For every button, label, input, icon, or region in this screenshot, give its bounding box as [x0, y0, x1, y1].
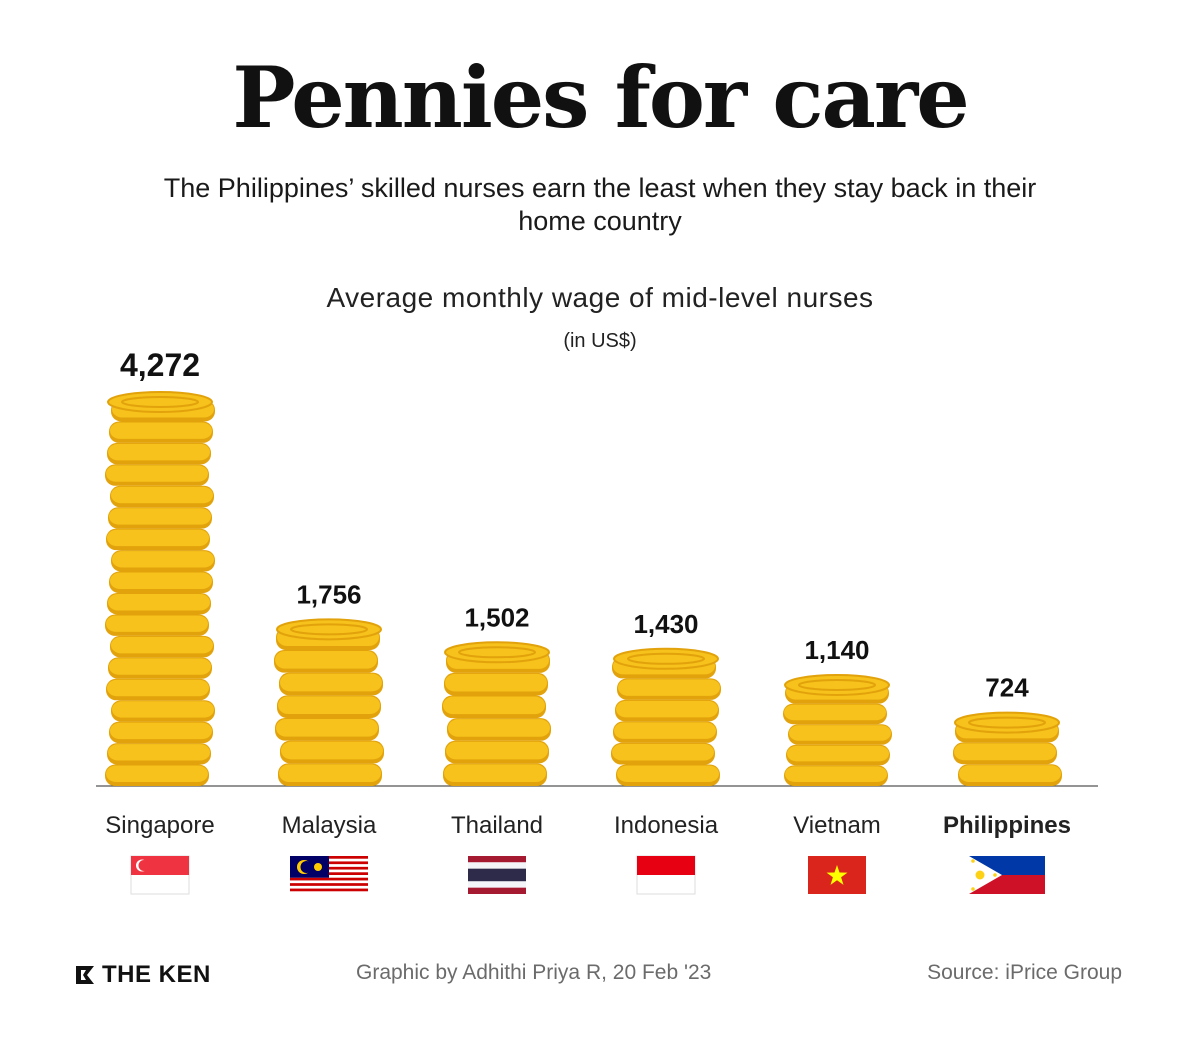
coin-body	[954, 743, 1056, 761]
source-note: Source: iPrice Group	[927, 961, 1122, 984]
coin-body	[106, 465, 208, 482]
philippines-flag-icon	[969, 856, 1045, 894]
coin-stack-bar	[953, 711, 1062, 786]
coin-body	[785, 766, 887, 782]
bar-value-label: 4,272	[120, 347, 200, 383]
coin-top-rim	[121, 396, 199, 408]
bar-value-label: 724	[985, 673, 1029, 703]
coin-body	[281, 741, 383, 760]
coin-top-face	[784, 673, 890, 696]
coin-body	[111, 486, 213, 504]
category-label: Vietnam	[793, 812, 881, 839]
coin-body	[109, 508, 211, 525]
coin-stack-bar	[611, 647, 721, 786]
coin-body	[448, 719, 550, 737]
coin-body	[444, 764, 546, 782]
graphic-credit: Graphic by Adhithi Priya R, 20 Feb '23	[356, 961, 712, 984]
coin-top-rim	[798, 678, 876, 691]
malaysia-flag-icon	[290, 856, 368, 895]
coin-body	[784, 704, 886, 721]
category-label: Thailand	[451, 812, 543, 839]
chart-title: Average monthly wage of mid-level nurses	[326, 282, 874, 313]
coin-body	[618, 679, 720, 696]
coin-body	[279, 764, 381, 782]
coin-body	[787, 745, 889, 762]
coin-top-rim	[968, 716, 1046, 729]
coin-top-face	[276, 618, 382, 641]
bar-value-label: 1,430	[633, 609, 698, 639]
coin-body	[614, 722, 716, 739]
coin-body	[110, 722, 212, 740]
singapore-flag-icon	[130, 855, 190, 895]
coin-body	[276, 719, 378, 737]
coin-top-face	[107, 391, 213, 413]
brand-name: THE KEN	[102, 961, 211, 988]
coin-top-rim	[458, 646, 536, 659]
brand-logo: THE KEN	[74, 961, 211, 989]
bar-value-label: 1,140	[804, 635, 869, 665]
thailand-flag-icon	[468, 856, 526, 894]
coin-top-rim	[290, 623, 368, 636]
coin-stack-bar	[105, 391, 215, 786]
coin-body	[106, 615, 208, 632]
coin-body	[108, 594, 210, 611]
coin-stack-bar	[783, 673, 892, 786]
coin-stack-bar	[274, 618, 384, 786]
coin-body	[280, 673, 382, 692]
page-title: Pennies for care	[232, 48, 969, 147]
coin-body	[275, 651, 377, 669]
coin-stack-bar	[442, 641, 551, 786]
coin-body	[789, 725, 891, 741]
coin-body	[107, 679, 209, 697]
the-ken-logo-icon	[76, 966, 94, 984]
coin-body	[107, 529, 209, 547]
coin-top-face	[613, 647, 719, 670]
coin-body	[106, 765, 208, 782]
coin-body	[111, 636, 213, 654]
coin-body	[112, 551, 214, 568]
coin-body	[612, 743, 714, 761]
coin-body	[109, 658, 211, 675]
category-label: Philippines	[943, 812, 1071, 839]
coin-body	[617, 765, 719, 782]
coin-body	[112, 701, 214, 718]
coin-body	[110, 572, 212, 589]
coin-top-face	[444, 641, 550, 664]
coin-top-rim	[627, 652, 705, 665]
coin-body	[446, 741, 548, 760]
coin-body	[443, 696, 545, 715]
coin-body	[959, 765, 1061, 782]
coin-body	[110, 422, 212, 439]
vietnam-flag-icon	[808, 856, 866, 894]
coin-body	[616, 700, 718, 718]
page-subtitle: The Philippines’ skilled nurses earn the…	[163, 173, 1037, 236]
coin-top-face	[954, 711, 1060, 734]
category-label: Indonesia	[614, 812, 719, 839]
category-label: Singapore	[105, 812, 214, 839]
bar-value-label: 1,756	[296, 579, 361, 609]
coin-body	[278, 696, 380, 715]
bar-value-label: 1,502	[464, 602, 529, 632]
chart-unit: (in US$)	[563, 330, 637, 352]
coin-body	[108, 443, 210, 461]
coin-body	[445, 673, 547, 692]
category-label: Malaysia	[282, 812, 377, 839]
indonesia-flag-icon	[636, 855, 696, 895]
coin-body	[108, 744, 210, 761]
